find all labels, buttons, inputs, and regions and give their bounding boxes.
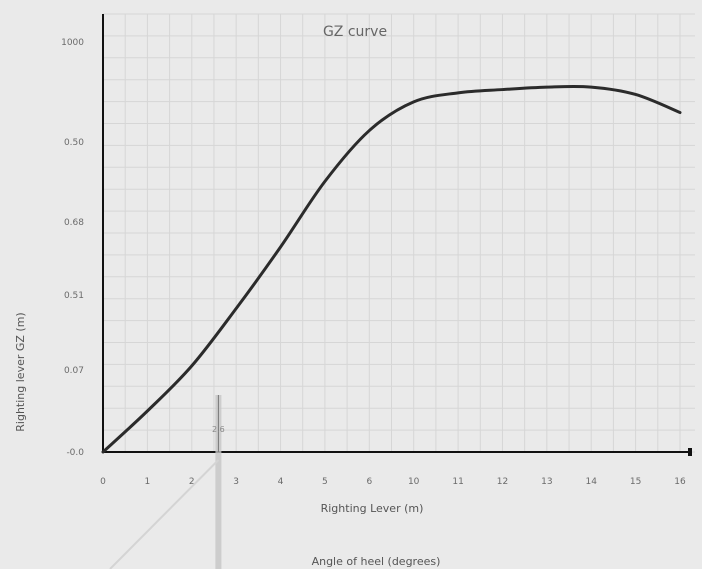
chart-title: GZ curve [323, 24, 387, 40]
marker-leader-line [109, 459, 220, 569]
gz-series-line [101, 84, 682, 454]
axis-layer [102, 14, 692, 456]
series-layer [101, 84, 682, 454]
x-tick-label: 1 [145, 477, 151, 487]
x-tick-label: 14 [586, 477, 598, 487]
x-tick-label: 13 [541, 477, 552, 487]
x-tick-label: 10 [408, 477, 420, 487]
x-tick-labels: 0 1 2 3 4 5 6 10 11 12 13 14 15 16 [100, 477, 686, 487]
y-tick-label: 0.07 [64, 366, 84, 376]
x-tick-label: 5 [322, 477, 328, 487]
y-tick-label: 0.50 [64, 138, 84, 148]
y-tick-label: -0.0 [66, 448, 84, 458]
x-tick-label: 16 [674, 477, 686, 487]
y-tick-label: 0.51 [64, 291, 84, 301]
x-tick-label: 6 [366, 477, 372, 487]
y-tick-label: 0.68 [64, 218, 84, 228]
y-axis-title: Righting lever GZ (m) [14, 312, 27, 431]
secondary-axis-title: Angle of heel (degrees) [312, 555, 441, 568]
x-tick-label: 12 [497, 477, 508, 487]
x-tick-label: 11 [452, 477, 463, 487]
x-tick-label: 0 [100, 477, 106, 487]
y-tick-labels: -0.0 0.07 0.51 0.68 0.50 1000 [61, 38, 84, 458]
grid-layer [102, 13, 695, 453]
x-axis-title: Righting Lever (m) [321, 502, 424, 515]
marker-layer: 2.6 [109, 395, 225, 569]
x-axis-arrow-tip [688, 448, 692, 456]
x-tick-label: 2 [189, 477, 195, 487]
x-tick-label: 15 [630, 477, 641, 487]
x-tick-label: 3 [233, 477, 239, 487]
x-tick-label: 4 [278, 477, 284, 487]
y-tick-label: 1000 [61, 38, 84, 48]
marker-label: 2.6 [212, 425, 225, 434]
